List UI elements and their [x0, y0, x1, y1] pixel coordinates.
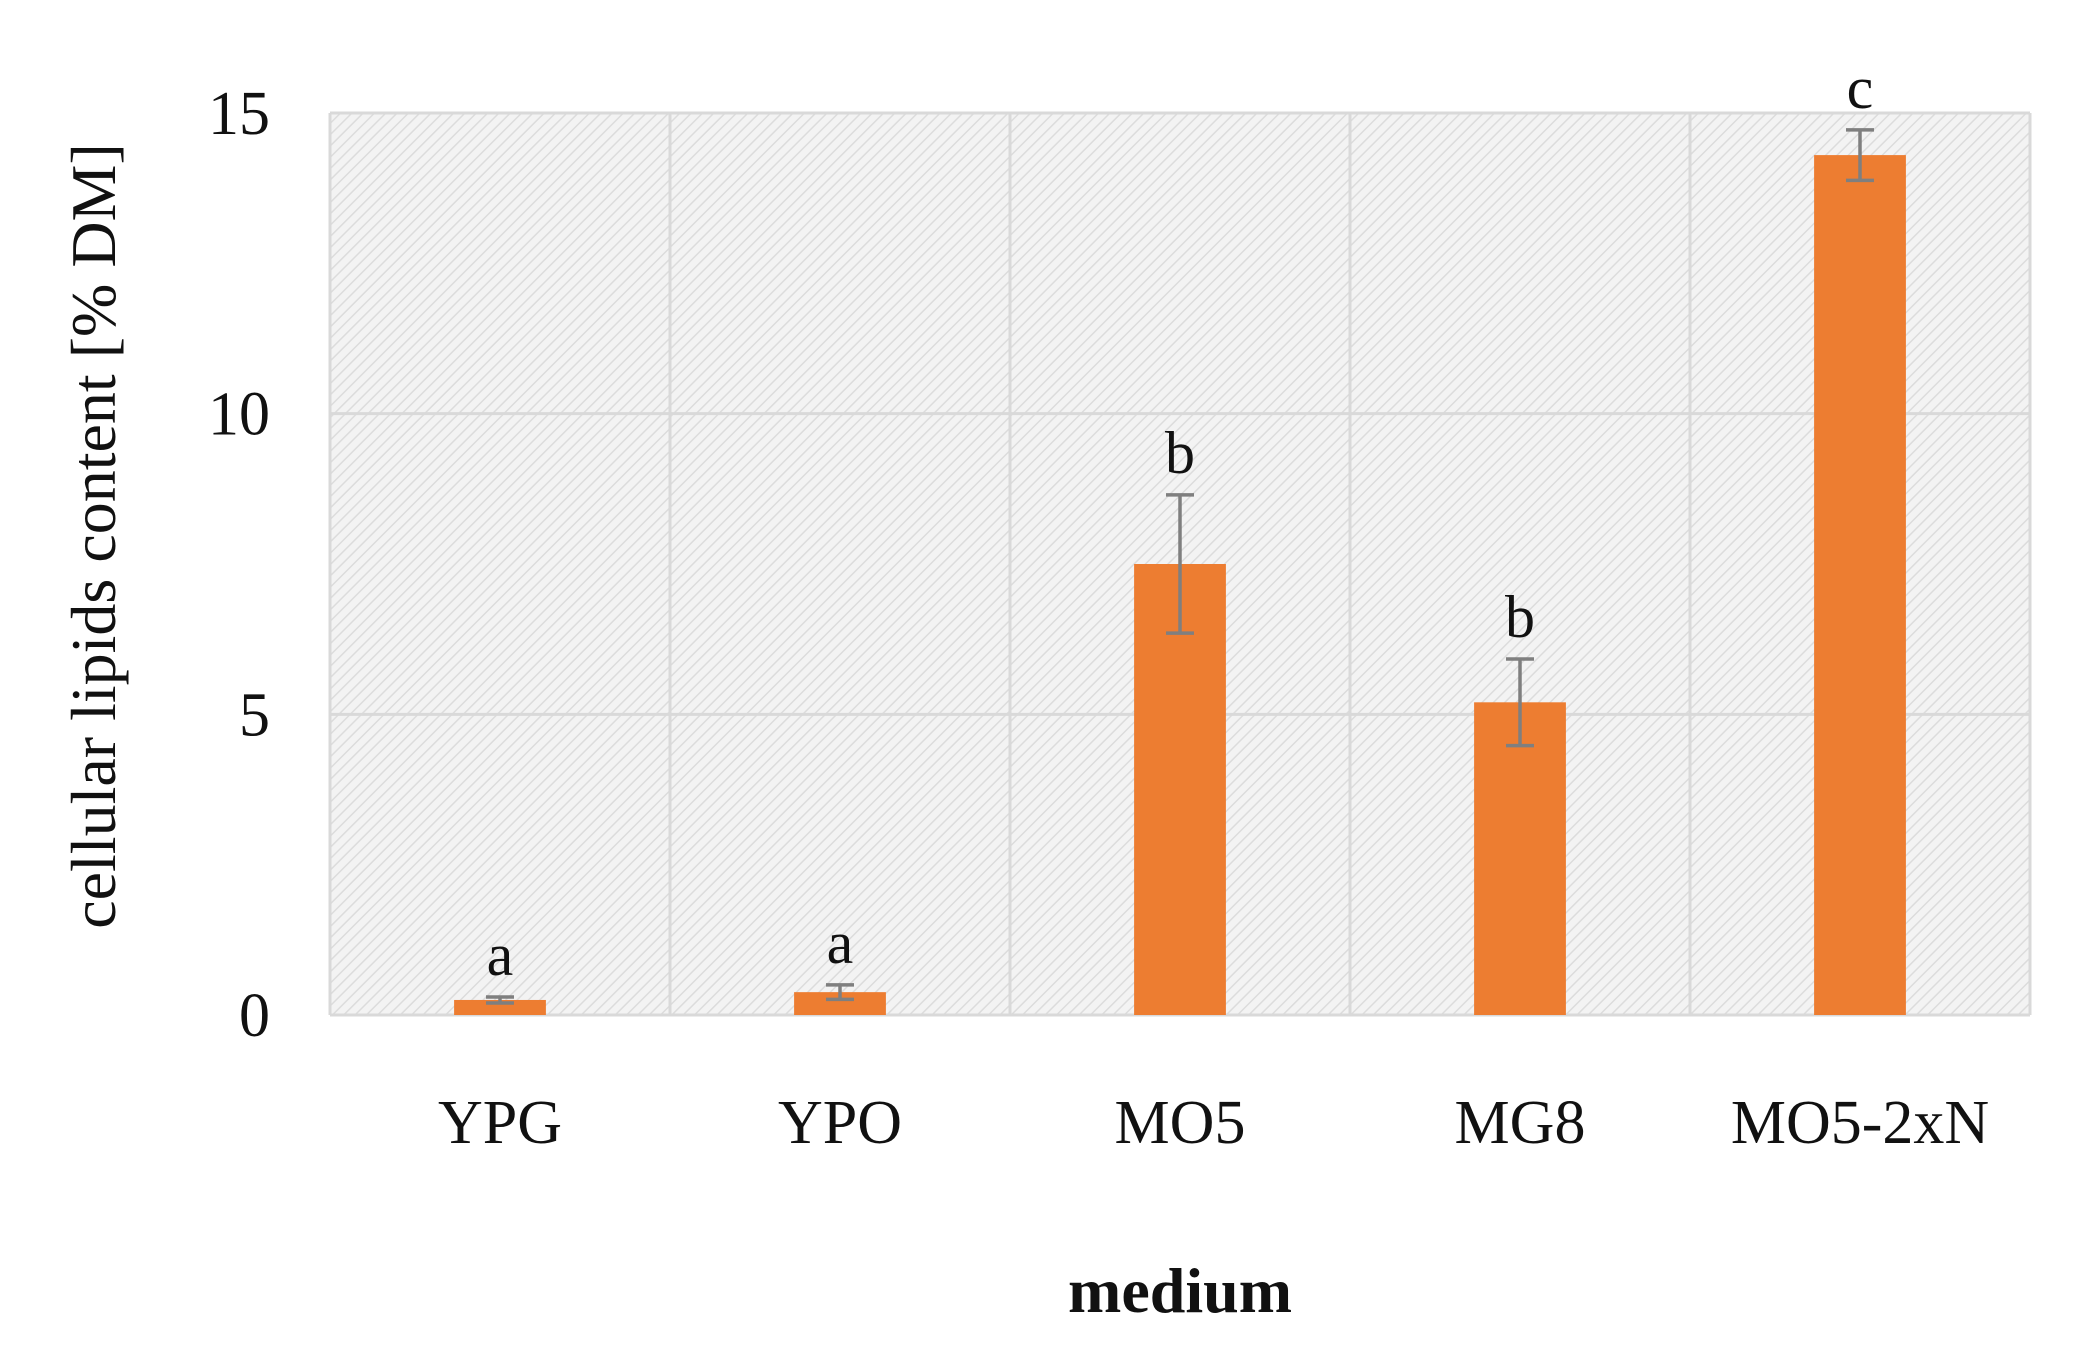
y-tick-label: 5	[239, 681, 270, 749]
significance-label: a	[487, 922, 514, 988]
x-tick-label: MG8	[1455, 1089, 1586, 1157]
x-axis-ticks: YPG YPO MO5 MG8 MO5-2xN	[438, 1089, 1989, 1157]
significance-label: a	[827, 910, 854, 976]
y-tick-label: 15	[208, 80, 270, 148]
x-axis-title: medium	[1068, 1255, 1292, 1326]
significance-label: b	[1165, 420, 1195, 486]
x-tick-label: YPO	[778, 1089, 902, 1157]
bar	[454, 999, 546, 1015]
x-tick-label: MO5	[1115, 1089, 1246, 1157]
y-tick-label: 10	[208, 381, 270, 449]
error-bar	[1846, 128, 1874, 183]
bar	[1134, 564, 1226, 1015]
bar	[794, 992, 886, 1015]
significance-label: c	[1847, 55, 1874, 121]
error-bar	[1506, 657, 1534, 748]
x-tick-label: YPG	[438, 1089, 562, 1157]
bars	[454, 155, 1906, 1016]
bar	[1474, 702, 1566, 1015]
y-axis-title: cellular lipids content [% DM]	[58, 143, 129, 929]
error-bar	[826, 983, 854, 1002]
error-bars	[486, 128, 1874, 1005]
significance-label: b	[1505, 584, 1535, 650]
error-bar	[1166, 493, 1194, 635]
y-axis-ticks: 0 5 10 15	[208, 80, 270, 1050]
error-bar	[486, 995, 514, 1005]
significance-labels: a a b b c	[487, 55, 1874, 988]
x-tick-label: MO5-2xN	[1731, 1089, 1989, 1157]
bar	[1814, 155, 1906, 1016]
y-tick-label: 0	[239, 982, 270, 1050]
